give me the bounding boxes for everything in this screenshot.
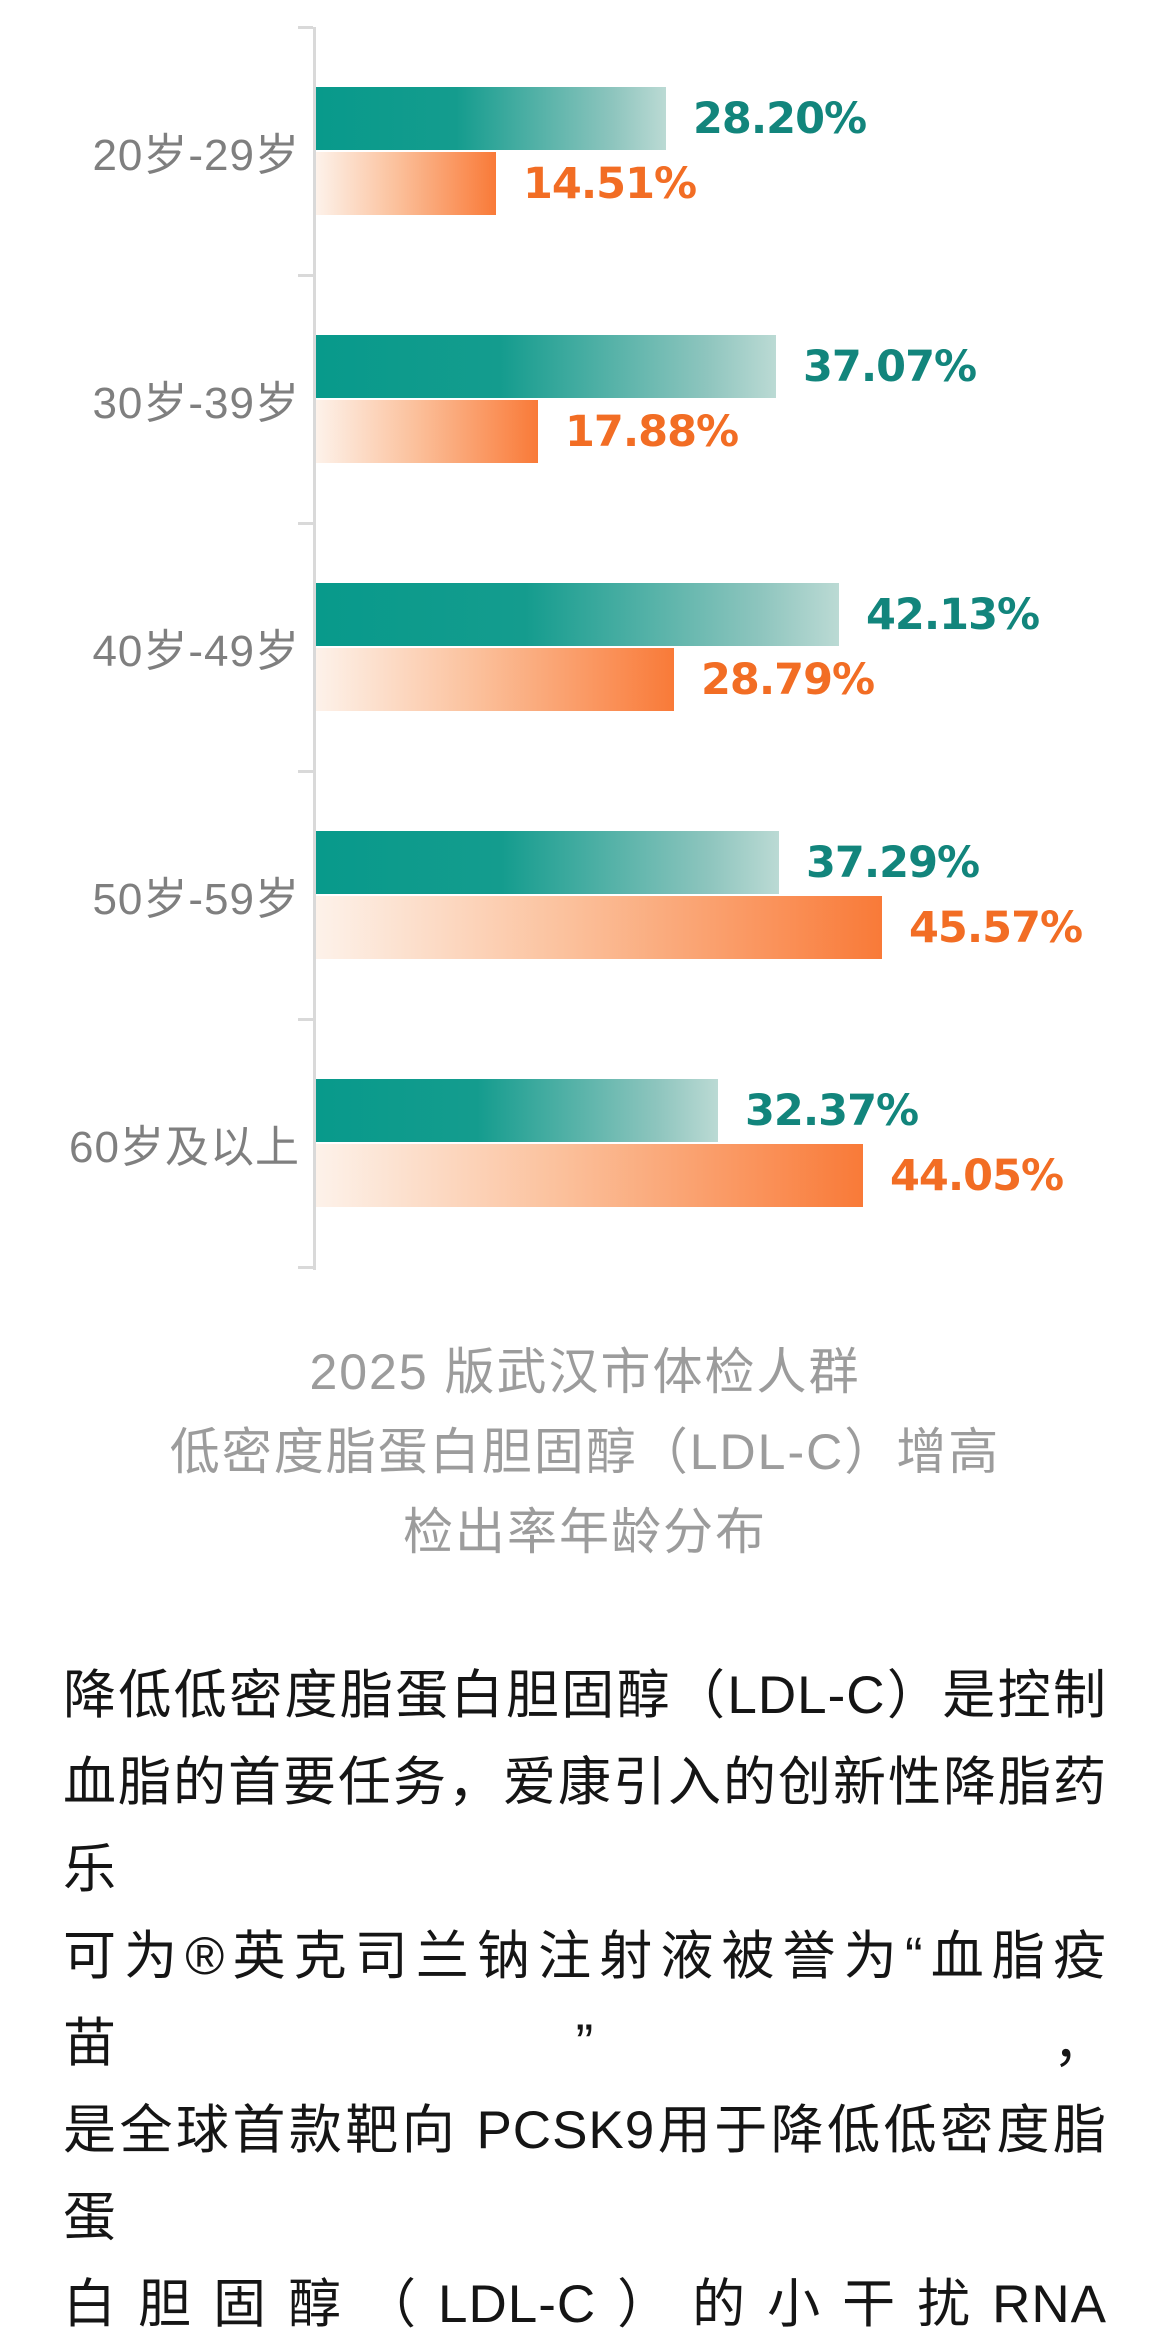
value-label-orange: 28.79% [701,654,875,705]
bar-group: 30岁-39岁 37.07% 17.88% [0,275,1170,523]
value-label-teal: 32.37% [745,1085,919,1136]
bar-row-orange: 45.57% [316,896,1083,959]
bar-teal [316,583,839,646]
caption-line-2: 低密度脂蛋白胆固醇（LDL-C）增高 [169,1424,1001,1480]
bar-orange [316,648,674,711]
value-label-teal: 37.07% [803,341,977,392]
bar-orange [316,400,538,463]
category-label: 30岁-39岁 [92,379,300,428]
bar-orange [316,896,882,959]
bar-row-orange: 17.88% [316,400,739,463]
value-label-teal: 42.13% [866,589,1040,640]
bar-row-orange: 28.79% [316,648,875,711]
category-label: 50岁-59岁 [92,875,300,924]
value-label-orange: 17.88% [565,406,739,457]
bar-row-teal: 37.29% [316,831,980,894]
bar-orange [316,152,496,215]
bar-orange [316,1144,863,1207]
bar-teal [316,1079,718,1142]
bar-row-teal: 42.13% [316,583,1040,646]
category-label: 60岁及以上 [69,1123,300,1172]
article-paragraph: 降低低密度脂蛋白胆固醇（LDL-C）是控制 血脂的首要任务，爱康引入的创新性降脂… [63,1652,1107,2348]
paragraph-line-2: 血脂的首要任务，爱康引入的创新性降脂药乐 [63,1753,1107,1899]
y-axis-tick [298,26,313,29]
value-label-teal: 28.20% [693,93,867,144]
paragraph-line-5: 白胆固醇（LDL-C）的小干扰RNA [63,2275,1107,2334]
y-axis-tick [298,274,313,277]
bar-row-teal: 32.37% [316,1079,919,1142]
bar-chart: 20岁-29岁 28.20% 14.51% 30岁-39岁 37.07% 17.88% 40… [0,26,1170,1270]
caption-line-3: 检出率年龄分布 [403,1504,767,1560]
y-axis-tick [298,770,313,773]
value-label-teal: 37.29% [806,837,980,888]
page: { "chart_data": { "type": "bar", "orient… [0,26,1170,2334]
bar-group: 50岁-59岁 37.29% 45.57% [0,771,1170,1019]
bar-row-orange: 14.51% [316,152,697,215]
paragraph-line-1: 降低低密度脂蛋白胆固醇（LDL-C）是控制 [63,1666,1107,1725]
chart-caption: 2025 版武汉市体检人群 低密度脂蛋白胆固醇（LDL-C）增高 检出率年龄分布 [0,1332,1170,1572]
category-label: 40岁-49岁 [92,627,300,676]
bar-row-teal: 28.20% [316,87,867,150]
caption-line-1: 2025 版武汉市体检人群 [309,1344,861,1400]
bar-teal [316,87,666,150]
paragraph-line-3: 可为®英克司兰钠注射液被誉为“血脂疫苗”， [63,1927,1107,2073]
bar-group: 40岁-49岁 42.13% 28.79% [0,523,1170,771]
bar-teal [316,335,776,398]
value-label-orange: 44.05% [890,1150,1064,1201]
paragraph-line-4: 是全球首款靶向 PCSK9用于降低低密度脂蛋 [63,2101,1107,2247]
y-axis-line [313,27,316,1270]
value-label-orange: 14.51% [523,158,697,209]
bar-group: 60岁及以上 32.37% 44.05% [0,1019,1170,1267]
category-label: 20岁-29岁 [92,131,300,180]
y-axis-tick [298,1266,313,1269]
bar-teal [316,831,779,894]
y-axis-tick [298,522,313,525]
y-axis-tick [298,1018,313,1021]
bar-group: 20岁-29岁 28.20% 14.51% [0,27,1170,275]
bar-row-teal: 37.07% [316,335,977,398]
value-label-orange: 45.57% [909,902,1083,953]
bar-row-orange: 44.05% [316,1144,1064,1207]
